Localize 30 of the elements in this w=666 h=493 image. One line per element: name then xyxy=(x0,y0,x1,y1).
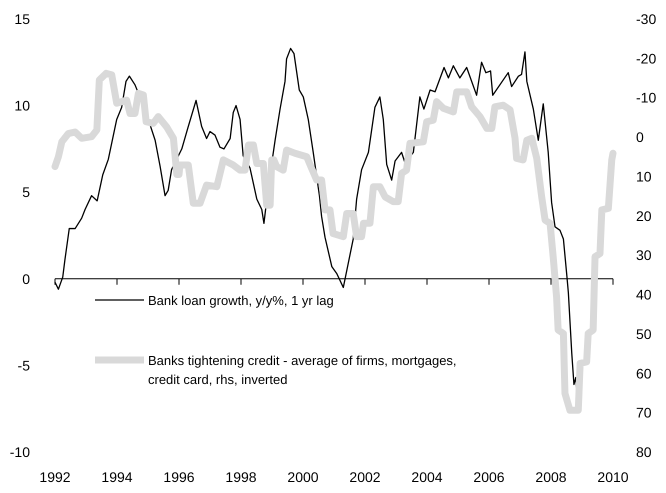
y2-tick-label: 0 xyxy=(636,129,644,146)
y2-tick-label: 60 xyxy=(636,365,652,382)
legend-label: Banks tightening credit - average of firms, mortgages, credit card, rhs, inverted xyxy=(148,353,457,387)
x-tick-label: 2006 xyxy=(473,469,505,485)
x-tick-label: 2008 xyxy=(535,469,567,485)
y-tick-label: 15 xyxy=(14,11,30,27)
y2-tick-label: -30 xyxy=(636,11,656,27)
y2-tick-label: -20 xyxy=(636,50,656,66)
y2-tick-label: 10 xyxy=(636,168,652,184)
y-tick-label: 0 xyxy=(22,270,30,287)
y2-tick-label: 70 xyxy=(636,404,652,421)
x-tick-label: 2004 xyxy=(411,469,443,485)
x-tick-label: 1992 xyxy=(39,469,71,485)
x-tick-label: 2000 xyxy=(287,469,319,485)
y-tick-label: -10 xyxy=(10,444,30,460)
x-tick-label: 1996 xyxy=(163,469,195,485)
x-tick-label: 1998 xyxy=(225,469,257,485)
y2-tick-label: 20 xyxy=(636,208,652,224)
x-tick-label: 1994 xyxy=(101,469,133,485)
y2-tick-label: -10 xyxy=(636,90,656,106)
y2-tick-label: 80 xyxy=(636,444,652,460)
x-tick-label: 2010 xyxy=(597,469,629,485)
y2-tick-label: 30 xyxy=(636,247,652,264)
y2-tick-label: 50 xyxy=(636,326,652,342)
y-tick-label: -5 xyxy=(18,357,30,374)
y2-tick-label: 40 xyxy=(636,286,652,303)
y-tick-label: 5 xyxy=(22,184,30,200)
y-tick-label: 10 xyxy=(14,98,30,114)
legend-label: Bank loan growth, y/y%, 1 yr lag xyxy=(148,293,334,308)
x-tick-label: 2002 xyxy=(349,469,381,485)
